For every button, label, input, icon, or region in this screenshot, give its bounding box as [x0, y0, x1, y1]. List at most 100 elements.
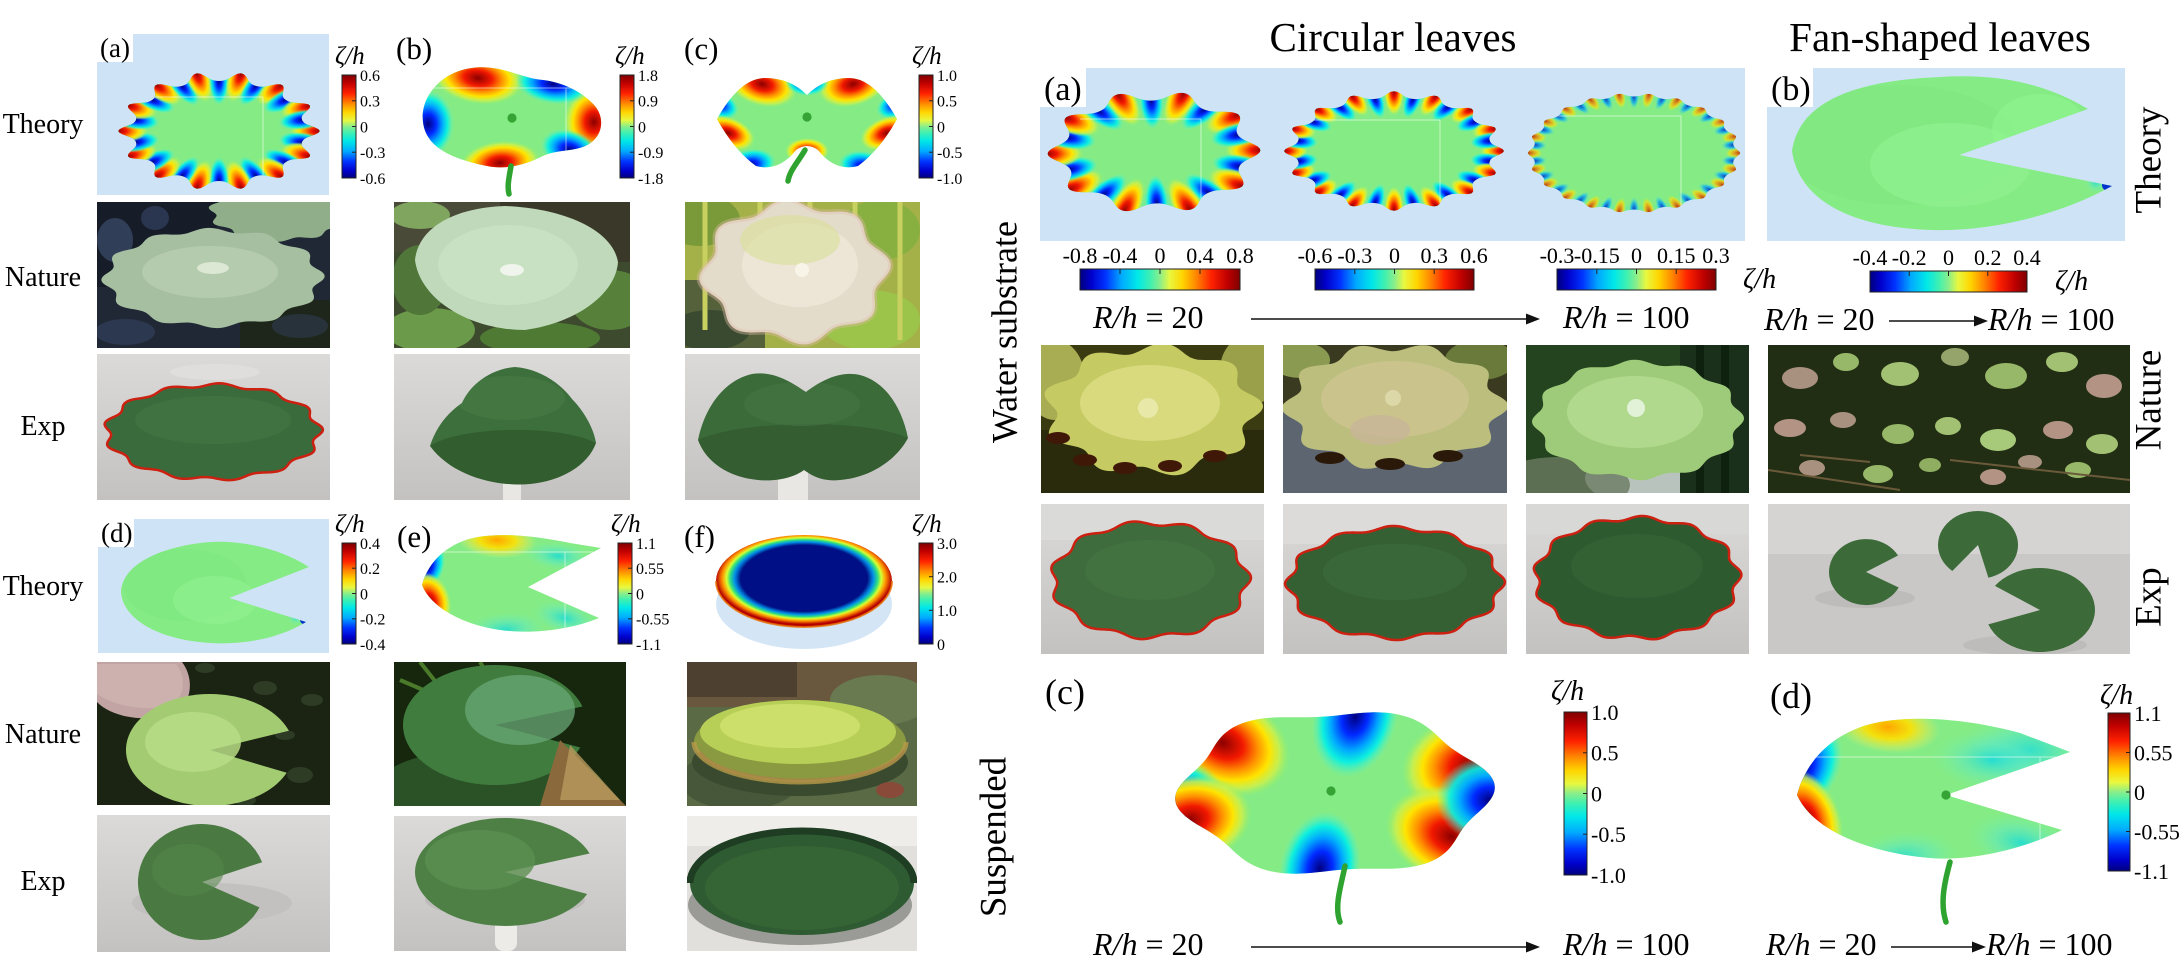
svg-text:2.0: 2.0: [937, 569, 957, 586]
svg-text:Nature: Nature: [5, 262, 81, 293]
svg-text:ζ/h: ζ/h: [335, 43, 365, 70]
svg-text:0: 0: [1943, 245, 1954, 270]
svg-text:-1.0: -1.0: [1591, 863, 1626, 888]
svg-text:-0.6: -0.6: [360, 171, 385, 188]
svg-text:R/h = 20: R/h = 20: [1092, 926, 1203, 962]
svg-text:Theory: Theory: [2128, 106, 2169, 213]
svg-text:0: 0: [1389, 243, 1400, 268]
svg-text:Exp: Exp: [2128, 567, 2169, 627]
svg-text:-0.3: -0.3: [360, 145, 385, 162]
svg-text:R/h = 100: R/h = 100: [1562, 926, 1689, 962]
svg-text:0: 0: [2134, 780, 2145, 805]
svg-text:ζ/h: ζ/h: [2100, 680, 2133, 711]
svg-text:-1.1: -1.1: [2134, 859, 2169, 884]
svg-text:R/h = 20: R/h = 20: [1092, 299, 1203, 335]
svg-text:ζ/h: ζ/h: [611, 511, 641, 538]
svg-text:(a): (a): [1044, 71, 1082, 108]
svg-text:-0.4: -0.4: [360, 637, 385, 654]
svg-text:(c): (c): [1045, 672, 1085, 712]
svg-text:0: 0: [1591, 781, 1602, 806]
svg-text:0.5: 0.5: [1591, 741, 1619, 766]
svg-text:-0.9: -0.9: [638, 145, 663, 162]
svg-text:1.1: 1.1: [636, 536, 656, 553]
svg-text:(e): (e): [397, 519, 431, 554]
svg-text:ζ/h: ζ/h: [1551, 676, 1584, 707]
svg-text:-0.3: -0.3: [1337, 243, 1372, 268]
svg-text:-0.2: -0.2: [1892, 245, 1927, 270]
svg-text:R/h = 100: R/h = 100: [1985, 926, 2112, 962]
svg-text:0: 0: [360, 119, 368, 136]
svg-text:0.3: 0.3: [1702, 243, 1730, 268]
svg-text:0.3: 0.3: [360, 94, 380, 111]
svg-text:R/h = 20: R/h = 20: [1765, 926, 1876, 962]
svg-text:0.55: 0.55: [2134, 740, 2173, 765]
svg-text:Theory: Theory: [3, 109, 84, 140]
svg-text:R/h = 100: R/h = 100: [1987, 301, 2114, 337]
svg-text:Theory: Theory: [3, 571, 84, 602]
svg-text:Exp: Exp: [20, 411, 65, 442]
svg-text:0.2: 0.2: [360, 561, 380, 578]
svg-text:0.4: 0.4: [2013, 245, 2041, 270]
svg-text:3.0: 3.0: [937, 536, 957, 553]
svg-text:Exp: Exp: [20, 866, 65, 897]
svg-text:-1.0: -1.0: [937, 171, 962, 188]
svg-text:Circular leaves: Circular leaves: [1269, 14, 1516, 60]
svg-text:R/h = 100: R/h = 100: [1562, 299, 1689, 335]
svg-text:0: 0: [1155, 243, 1166, 268]
svg-text:-0.5: -0.5: [1591, 822, 1626, 847]
svg-text:Nature: Nature: [5, 719, 81, 750]
svg-text:1.8: 1.8: [638, 68, 658, 85]
svg-text:ζ/h: ζ/h: [912, 511, 942, 538]
svg-text:0: 0: [636, 586, 644, 603]
svg-text:(b): (b): [396, 31, 432, 66]
svg-text:ζ/h: ζ/h: [615, 43, 645, 70]
svg-text:0.3: 0.3: [1420, 243, 1448, 268]
svg-text:0: 0: [937, 119, 945, 136]
svg-text:-0.4: -0.4: [1853, 245, 1888, 270]
svg-text:ζ/h: ζ/h: [912, 43, 942, 70]
svg-text:-0.8: -0.8: [1063, 243, 1098, 268]
svg-text:(d): (d): [1770, 676, 1812, 716]
svg-text:Nature: Nature: [2128, 350, 2169, 451]
svg-text:(d): (d): [101, 518, 132, 548]
svg-text:ζ/h: ζ/h: [2055, 266, 2088, 297]
svg-text:-1.1: -1.1: [636, 637, 661, 654]
svg-text:-1.8: -1.8: [638, 171, 663, 188]
svg-text:1.0: 1.0: [1591, 700, 1619, 725]
svg-text:0.9: 0.9: [638, 94, 658, 111]
svg-text:(b): (b): [1771, 71, 1811, 108]
svg-text:Fan-shaped leaves: Fan-shaped leaves: [1789, 14, 2091, 60]
svg-text:-0.6: -0.6: [1298, 243, 1333, 268]
svg-text:1.0: 1.0: [937, 603, 957, 620]
svg-text:Water substrate: Water substrate: [984, 221, 1024, 443]
svg-text:-0.2: -0.2: [360, 612, 385, 629]
svg-text:0.55: 0.55: [636, 561, 664, 578]
svg-text:-0.4: -0.4: [1103, 243, 1138, 268]
svg-text:-0.3: -0.3: [1540, 243, 1575, 268]
svg-text:(f): (f): [684, 519, 715, 554]
svg-text:Suspended: Suspended: [973, 756, 1014, 917]
svg-text:1.0: 1.0: [937, 68, 957, 85]
svg-text:0.8: 0.8: [1226, 243, 1254, 268]
svg-text:ζ/h: ζ/h: [335, 511, 365, 538]
svg-text:-0.55: -0.55: [636, 612, 669, 629]
svg-text:0: 0: [360, 586, 368, 603]
svg-text:0.4: 0.4: [1186, 243, 1214, 268]
svg-text:0: 0: [1631, 243, 1642, 268]
svg-text:1.1: 1.1: [2134, 701, 2162, 726]
svg-text:(c): (c): [684, 31, 718, 66]
svg-text:0.15: 0.15: [1657, 243, 1696, 268]
svg-text:0: 0: [937, 637, 945, 654]
svg-text:(a): (a): [100, 33, 130, 63]
svg-text:0.2: 0.2: [1974, 245, 2002, 270]
svg-text:0.6: 0.6: [360, 68, 380, 85]
svg-text:-0.15: -0.15: [1574, 243, 1620, 268]
svg-text:R/h = 20: R/h = 20: [1763, 301, 1874, 337]
svg-text:0.4: 0.4: [360, 536, 380, 553]
svg-text:0.6: 0.6: [1460, 243, 1488, 268]
svg-text:0: 0: [638, 119, 646, 136]
svg-text:-0.5: -0.5: [937, 145, 962, 162]
svg-text:0.5: 0.5: [937, 94, 957, 111]
svg-text:-0.55: -0.55: [2134, 819, 2180, 844]
svg-text:ζ/h: ζ/h: [1743, 264, 1776, 295]
